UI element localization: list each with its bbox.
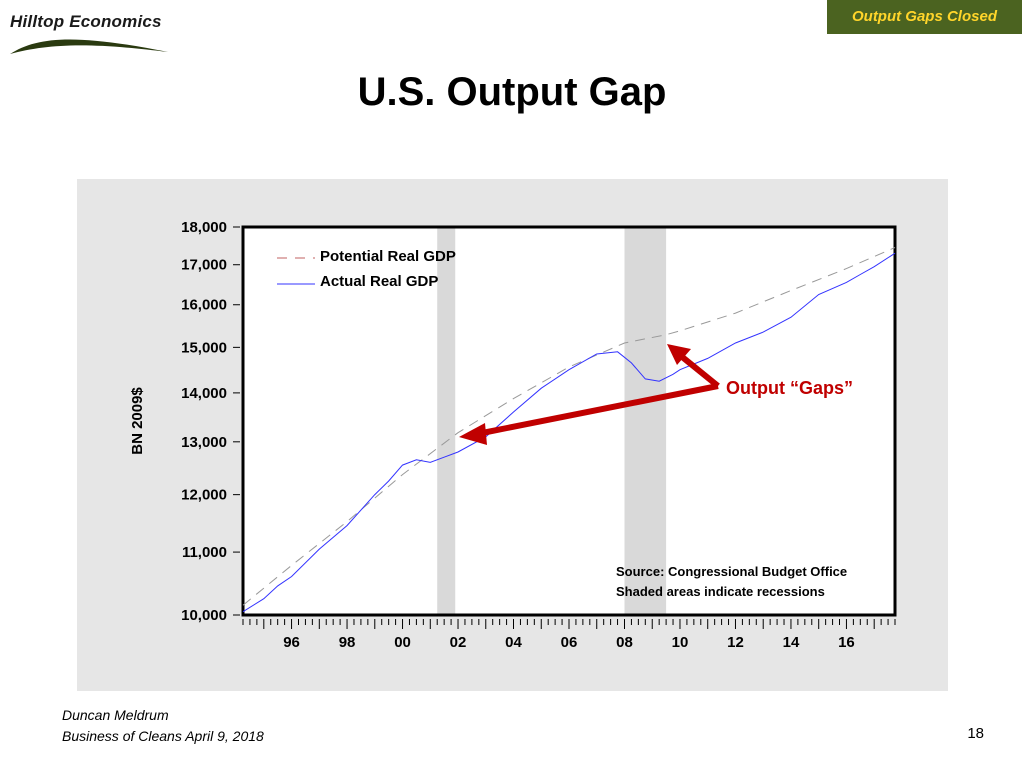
y-tick-label: 11,000 <box>182 544 227 561</box>
x-tick-label: 10 <box>672 634 689 651</box>
y-axis-label: BN 2009$ <box>129 387 146 455</box>
page-number: 18 <box>967 725 984 742</box>
gap-arrow-long-head <box>459 423 487 445</box>
section-tag: Output Gaps Closed <box>827 0 1022 34</box>
x-tick-label: 98 <box>339 634 356 651</box>
plot-background <box>243 227 895 615</box>
source-note: Source: Congressional Budget Office <box>616 564 847 579</box>
x-tick-label: 06 <box>561 634 578 651</box>
gap-annotation: Output “Gaps” <box>726 378 853 398</box>
series-line-potential <box>242 247 896 606</box>
legend-label-potential: Potential Real GDP <box>320 248 456 265</box>
logo-text: Hilltop Economics <box>10 12 162 31</box>
axis-ticks <box>233 226 896 629</box>
footer-author: Duncan Meldrum <box>62 707 169 723</box>
tick-labels: 10,000 11,000 12,000 13,000 14,000 15,000 16,0… <box>181 219 855 651</box>
slide-title: U.S. Output Gap <box>357 70 667 114</box>
plot-area <box>241 225 897 617</box>
hilltop-logo: Hilltop Economics <box>8 8 178 60</box>
y-tick-label: 13,000 <box>181 434 227 451</box>
x-tick-label: 02 <box>450 634 467 651</box>
y-tick-label: 17,000 <box>181 257 227 274</box>
x-tick-label: 04 <box>505 634 522 651</box>
legend-label-actual: Actual Real GDP <box>320 273 438 290</box>
gap-arrows <box>459 344 720 445</box>
recession-layer <box>243 227 895 615</box>
y-tick-label: 15,000 <box>181 339 227 356</box>
x-tick-label: 00 <box>394 634 411 651</box>
output-gap-chart: 10,000 11,000 12,000 13,000 14,000 15,000 16,0… <box>129 219 897 651</box>
legend: Potential Real GDP Actual Real GDP <box>277 248 456 290</box>
recession-note: Shaded areas indicate recessions <box>616 584 825 599</box>
y-tick-label: 12,000 <box>181 487 227 504</box>
x-tick-label: 14 <box>783 634 800 651</box>
chart-panel: 10,000 11,000 12,000 13,000 14,000 15,000 16,0… <box>77 179 948 691</box>
recession-band-1 <box>624 227 667 615</box>
gap-arrow-short-head <box>667 344 691 365</box>
gap-arrow-short-shaft <box>679 353 720 389</box>
x-tick-label: 12 <box>727 634 744 651</box>
x-tick-label: 96 <box>283 634 300 651</box>
y-tick-label: 10,000 <box>181 607 227 624</box>
footer: Duncan Meldrum Business of Cleans April … <box>62 705 264 747</box>
recession-band-0 <box>437 227 456 615</box>
series-layer <box>242 247 896 613</box>
gap-arrow-long-shaft <box>476 383 719 437</box>
x-tick-label: 16 <box>838 634 855 651</box>
series-line-actual <box>242 252 896 613</box>
x-tick-label: 08 <box>616 634 633 651</box>
y-tick-label: 14,000 <box>181 385 227 402</box>
y-tick-label: 16,000 <box>181 297 227 314</box>
hill-swoosh-icon <box>10 39 168 54</box>
y-tick-label: 18,000 <box>181 219 227 236</box>
footer-event: Business of Cleans April 9, 2018 <box>62 728 264 744</box>
